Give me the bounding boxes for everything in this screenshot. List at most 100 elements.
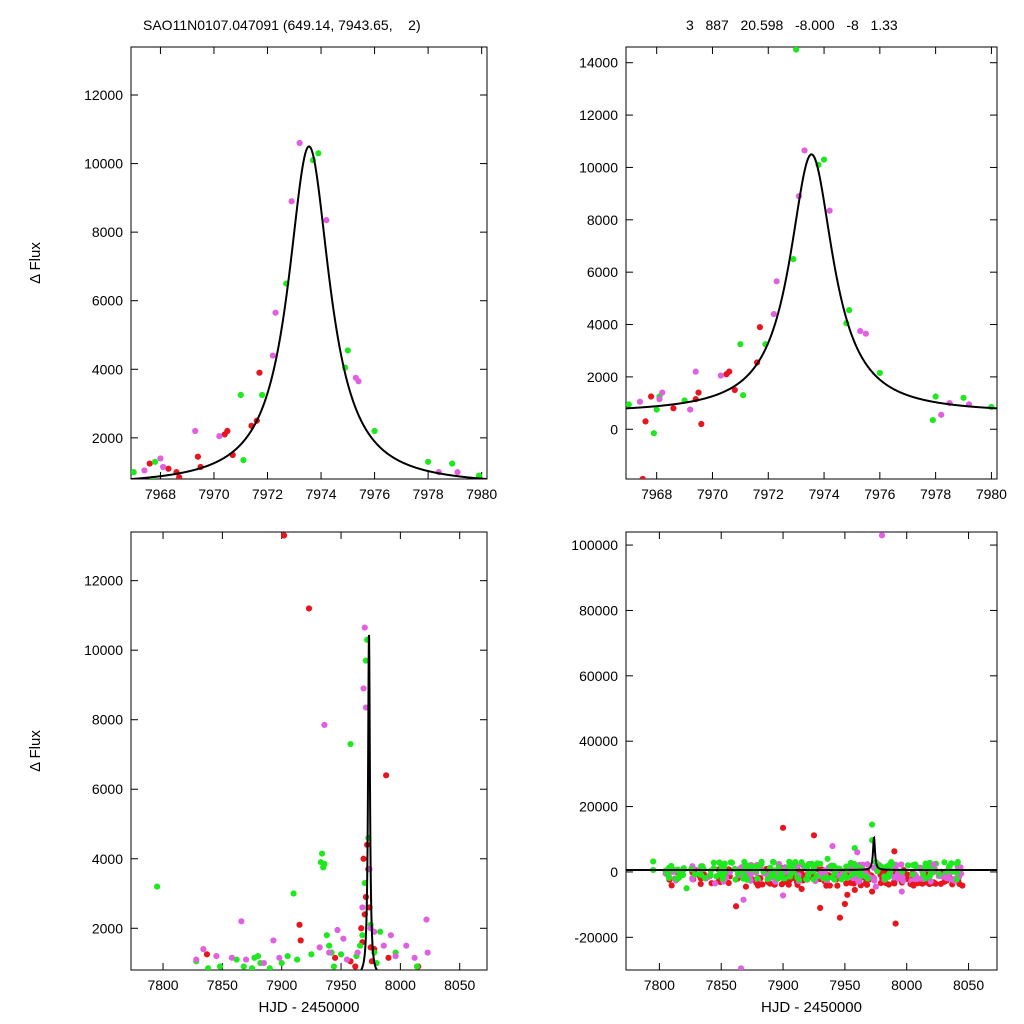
data-point-red (358, 925, 365, 932)
y-tick-label: 2000 (92, 430, 123, 446)
data-point-red (836, 914, 844, 921)
data-point-green (356, 942, 364, 949)
data-point-green (846, 307, 853, 314)
data-point-violet (779, 892, 787, 899)
data-point-green (699, 863, 706, 870)
data-point-green (154, 883, 161, 890)
data-point-red (385, 954, 392, 961)
x-tick-label: 7950 (325, 977, 356, 993)
y-tick-label: 14000 (579, 55, 618, 71)
data-point-violet (216, 433, 223, 440)
data-point-red (648, 393, 655, 400)
data-point-violet (656, 396, 663, 403)
data-point-red (725, 879, 732, 887)
data-layer (154, 532, 431, 970)
data-point-violet (326, 949, 333, 956)
figure-header-left: SAO11N0107.047091 (649.14, 7943.65, 2) (143, 17, 421, 33)
x-tick-label: 7900 (266, 977, 297, 993)
data-point-violet (334, 926, 341, 934)
model-curve (131, 145, 487, 479)
data-point-violet (938, 411, 945, 418)
data-point-green (764, 876, 771, 883)
data-point-green (254, 952, 262, 960)
data-point-green (683, 885, 690, 892)
x-tick-label: 7800 (147, 977, 178, 993)
data-point-green (792, 859, 799, 866)
data-point-green (910, 862, 917, 869)
data-point-green (803, 876, 810, 883)
data-point-red (868, 888, 876, 895)
data-point-violet (260, 959, 268, 967)
data-point-green (929, 416, 936, 424)
data-point-violet (454, 469, 461, 476)
x-axis-label: HJD - 2450000 (761, 999, 862, 1016)
data-point-green (240, 963, 247, 970)
data-point-violet (160, 463, 167, 471)
data-point-green (665, 874, 673, 882)
data-point-red (841, 900, 848, 908)
data-point-red (823, 882, 830, 889)
data-point-violet (801, 147, 808, 154)
data-point-red (834, 882, 841, 889)
y-tick-label: 100000 (571, 537, 618, 553)
data-point-green (843, 874, 851, 881)
data-point-green (734, 870, 742, 877)
data-point-green (425, 458, 432, 465)
data-point-red (697, 880, 704, 888)
x-tick-label: 7968 (641, 486, 672, 502)
y-tick-label: 10000 (579, 159, 618, 175)
data-point-green (326, 942, 333, 949)
y-tick-label: 4000 (92, 851, 123, 867)
data-point-green (744, 876, 751, 883)
data-point-violet (636, 398, 644, 405)
data-point-violet (269, 352, 276, 359)
data-point-red (810, 832, 818, 839)
x-tick-label: 7978 (413, 486, 444, 502)
data-point-green (775, 864, 782, 871)
data-point-red (332, 954, 339, 961)
panel-top-right: 7968 7970 7972 7974 7976 7978 7980 0 2000 4000 600… (579, 46, 1007, 502)
y-tick-label: 40000 (579, 733, 618, 749)
data-point-green (847, 859, 854, 867)
data-point-red (755, 881, 762, 888)
data-point-red (352, 963, 359, 970)
data-point-green (793, 47, 800, 53)
data-point-green (710, 859, 717, 866)
x-tick-label: 7976 (359, 486, 390, 502)
data-point-red (817, 904, 824, 911)
data-point-green (802, 863, 809, 870)
model-curve (626, 835, 997, 871)
data-point-violet (864, 861, 871, 868)
data-point-green (769, 858, 777, 866)
data-point-violet (855, 878, 862, 885)
data-point-green (737, 341, 744, 348)
data-point-green (876, 369, 883, 377)
x-tick-label: 7970 (198, 486, 229, 502)
data-point-green (838, 876, 845, 883)
y-tick-label: 4000 (92, 361, 123, 377)
data-point-violet (689, 876, 696, 883)
data-point-green (781, 875, 789, 882)
x-tick-label: 7972 (753, 486, 784, 502)
data-point-green (794, 874, 801, 881)
data-point-violet (687, 406, 694, 413)
data-point-red (165, 465, 172, 472)
data-point-green (851, 869, 858, 876)
data-point-green (266, 965, 273, 970)
x-tick-label: 8000 (385, 977, 416, 993)
data-point-green (719, 875, 726, 882)
data-point-violet (343, 956, 351, 963)
data-point-green (941, 859, 948, 866)
data-point-violet (423, 916, 430, 923)
data-point-green (330, 963, 338, 970)
x-tick-label: 7850 (706, 977, 737, 993)
y-tick-label: 12000 (579, 107, 618, 123)
data-point-violet (192, 427, 199, 435)
data-point-violet (323, 217, 330, 224)
data-point-red (904, 871, 911, 878)
data-point-green (808, 860, 815, 867)
data-point-green (216, 963, 224, 970)
data-point-green (284, 952, 291, 960)
data-point-green (248, 965, 256, 970)
data-point-violet (316, 944, 323, 951)
